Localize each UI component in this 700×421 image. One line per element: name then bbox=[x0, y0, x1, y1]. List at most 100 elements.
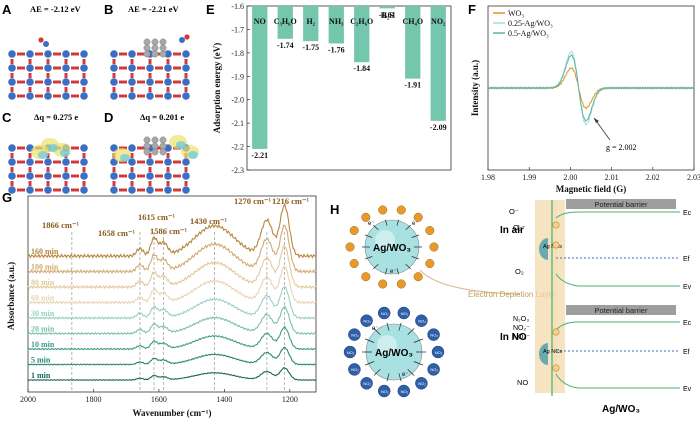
depletion-label: Electron Depletion Layer bbox=[468, 290, 556, 299]
o-atom bbox=[53, 160, 61, 164]
electron-arrow bbox=[398, 322, 402, 331]
w-atom bbox=[146, 158, 154, 166]
w-atom bbox=[26, 172, 34, 180]
ag-cluster-atom bbox=[143, 136, 151, 144]
o-atom bbox=[64, 73, 68, 78]
electron-arrow bbox=[373, 328, 381, 336]
bar bbox=[303, 6, 319, 42]
no2-molecule-label: NO₂ bbox=[435, 350, 443, 355]
w-atom bbox=[8, 158, 16, 166]
in-no-label: In NO bbox=[500, 332, 527, 343]
w-atom bbox=[164, 50, 172, 58]
o-atom bbox=[53, 66, 61, 70]
peak-label: 1866 cm⁻¹ bbox=[42, 220, 79, 230]
bar-category-label: CH₄O bbox=[402, 17, 423, 26]
bar-category-label: NO bbox=[254, 17, 266, 26]
ir-series-label: 160 min bbox=[31, 247, 59, 256]
o-atom bbox=[10, 73, 14, 78]
ir-series-label: 80 min bbox=[31, 278, 55, 287]
electron-arrow bbox=[373, 263, 379, 270]
n2o3-label: N₂O₃ bbox=[513, 316, 529, 323]
bar bbox=[277, 6, 293, 39]
w-atom bbox=[8, 50, 16, 58]
ec-no bbox=[555, 321, 680, 331]
x-tick-label: 2.03 bbox=[687, 173, 700, 182]
electron-arrow bbox=[411, 234, 420, 238]
o-atom bbox=[173, 66, 181, 70]
o-atom bbox=[64, 59, 68, 64]
charge-density bbox=[60, 149, 70, 157]
o2-minus-label: O₂⁻ bbox=[513, 223, 526, 232]
no2-molecule bbox=[415, 314, 428, 327]
bar-value-label: -1.75 bbox=[302, 43, 319, 52]
o-atom bbox=[148, 73, 152, 78]
x-tick-label: 1.98 bbox=[481, 173, 495, 182]
w-atom bbox=[44, 186, 52, 194]
w-atom bbox=[110, 172, 118, 180]
ir-series-label: 60 min bbox=[31, 294, 55, 303]
o-atom bbox=[17, 160, 25, 164]
no3-minus-label: NO₃⁻ bbox=[513, 334, 530, 341]
w-atom bbox=[128, 92, 136, 100]
bar bbox=[405, 6, 421, 79]
peak-label: 1615 cm⁻¹ bbox=[138, 212, 175, 222]
no2-molecule-label: NO₂ bbox=[401, 389, 409, 394]
o-atom bbox=[130, 181, 134, 186]
sphere-air: Ag/WO₃ e⁻ e⁻ e⁻ bbox=[345, 205, 439, 289]
w-atom bbox=[62, 186, 70, 194]
ir-series-label: 10 min bbox=[31, 340, 55, 349]
w-atom bbox=[110, 64, 118, 72]
peak-label: 1658 cm⁻¹ bbox=[98, 228, 135, 238]
o-atom bbox=[53, 52, 61, 56]
ec-air bbox=[555, 211, 680, 219]
x-tick-label: 2.02 bbox=[646, 173, 660, 182]
o2-molecule bbox=[361, 212, 371, 222]
ir-curve bbox=[27, 224, 317, 275]
no2-minus-label: NO₂⁻ bbox=[513, 325, 530, 332]
ir-xlabel: Wavenumber (cm⁻¹) bbox=[132, 408, 211, 418]
no2-molecule bbox=[397, 384, 411, 398]
o-atom bbox=[137, 94, 145, 98]
bar-category-label: H₂ bbox=[306, 17, 315, 26]
o-atom bbox=[166, 167, 170, 172]
o-atom bbox=[46, 59, 50, 64]
o-atom bbox=[46, 153, 50, 158]
w-atom bbox=[128, 50, 136, 58]
ev-air bbox=[555, 273, 680, 287]
w-atom bbox=[80, 144, 88, 152]
electron-arrow bbox=[384, 219, 388, 226]
o-atom bbox=[166, 73, 170, 78]
w-atom bbox=[62, 92, 70, 100]
o-atom bbox=[46, 73, 50, 78]
y-tick-label: -1.9 bbox=[231, 72, 244, 81]
o-atom bbox=[155, 94, 163, 98]
electron-label: e⁻ bbox=[402, 372, 409, 378]
panel-label-c: C bbox=[2, 110, 12, 125]
ir-series-label: 20 min bbox=[31, 325, 55, 334]
o-atom bbox=[112, 87, 116, 92]
o-atom bbox=[173, 160, 181, 164]
o2-label: O₂ bbox=[515, 267, 524, 276]
epr-legend: WO₃ 0.25-Ag/WO₃ 0.5-Ag/WO₃ bbox=[493, 9, 553, 38]
o-atom bbox=[17, 146, 25, 150]
ag-cluster-atom bbox=[151, 38, 159, 46]
interface-electron bbox=[552, 364, 560, 372]
o-atom bbox=[173, 52, 181, 56]
no2-molecule-label: NO₂ bbox=[351, 367, 359, 372]
o2-molecule bbox=[413, 272, 423, 282]
ag-cluster-atom bbox=[151, 142, 159, 150]
o-atom bbox=[71, 174, 79, 178]
ev-no bbox=[555, 373, 680, 389]
o2-molecule bbox=[413, 212, 423, 222]
electron-arrow bbox=[407, 328, 415, 336]
o-atom bbox=[112, 181, 116, 186]
o-atom bbox=[137, 52, 145, 56]
o-atom bbox=[173, 174, 181, 178]
o-atom bbox=[17, 80, 25, 84]
charge-density bbox=[176, 141, 186, 149]
bar bbox=[430, 6, 446, 121]
y-tick-label: -2.1 bbox=[231, 119, 244, 128]
ag-cluster-atom bbox=[151, 148, 159, 156]
electron-label: e⁻ bbox=[412, 221, 419, 227]
